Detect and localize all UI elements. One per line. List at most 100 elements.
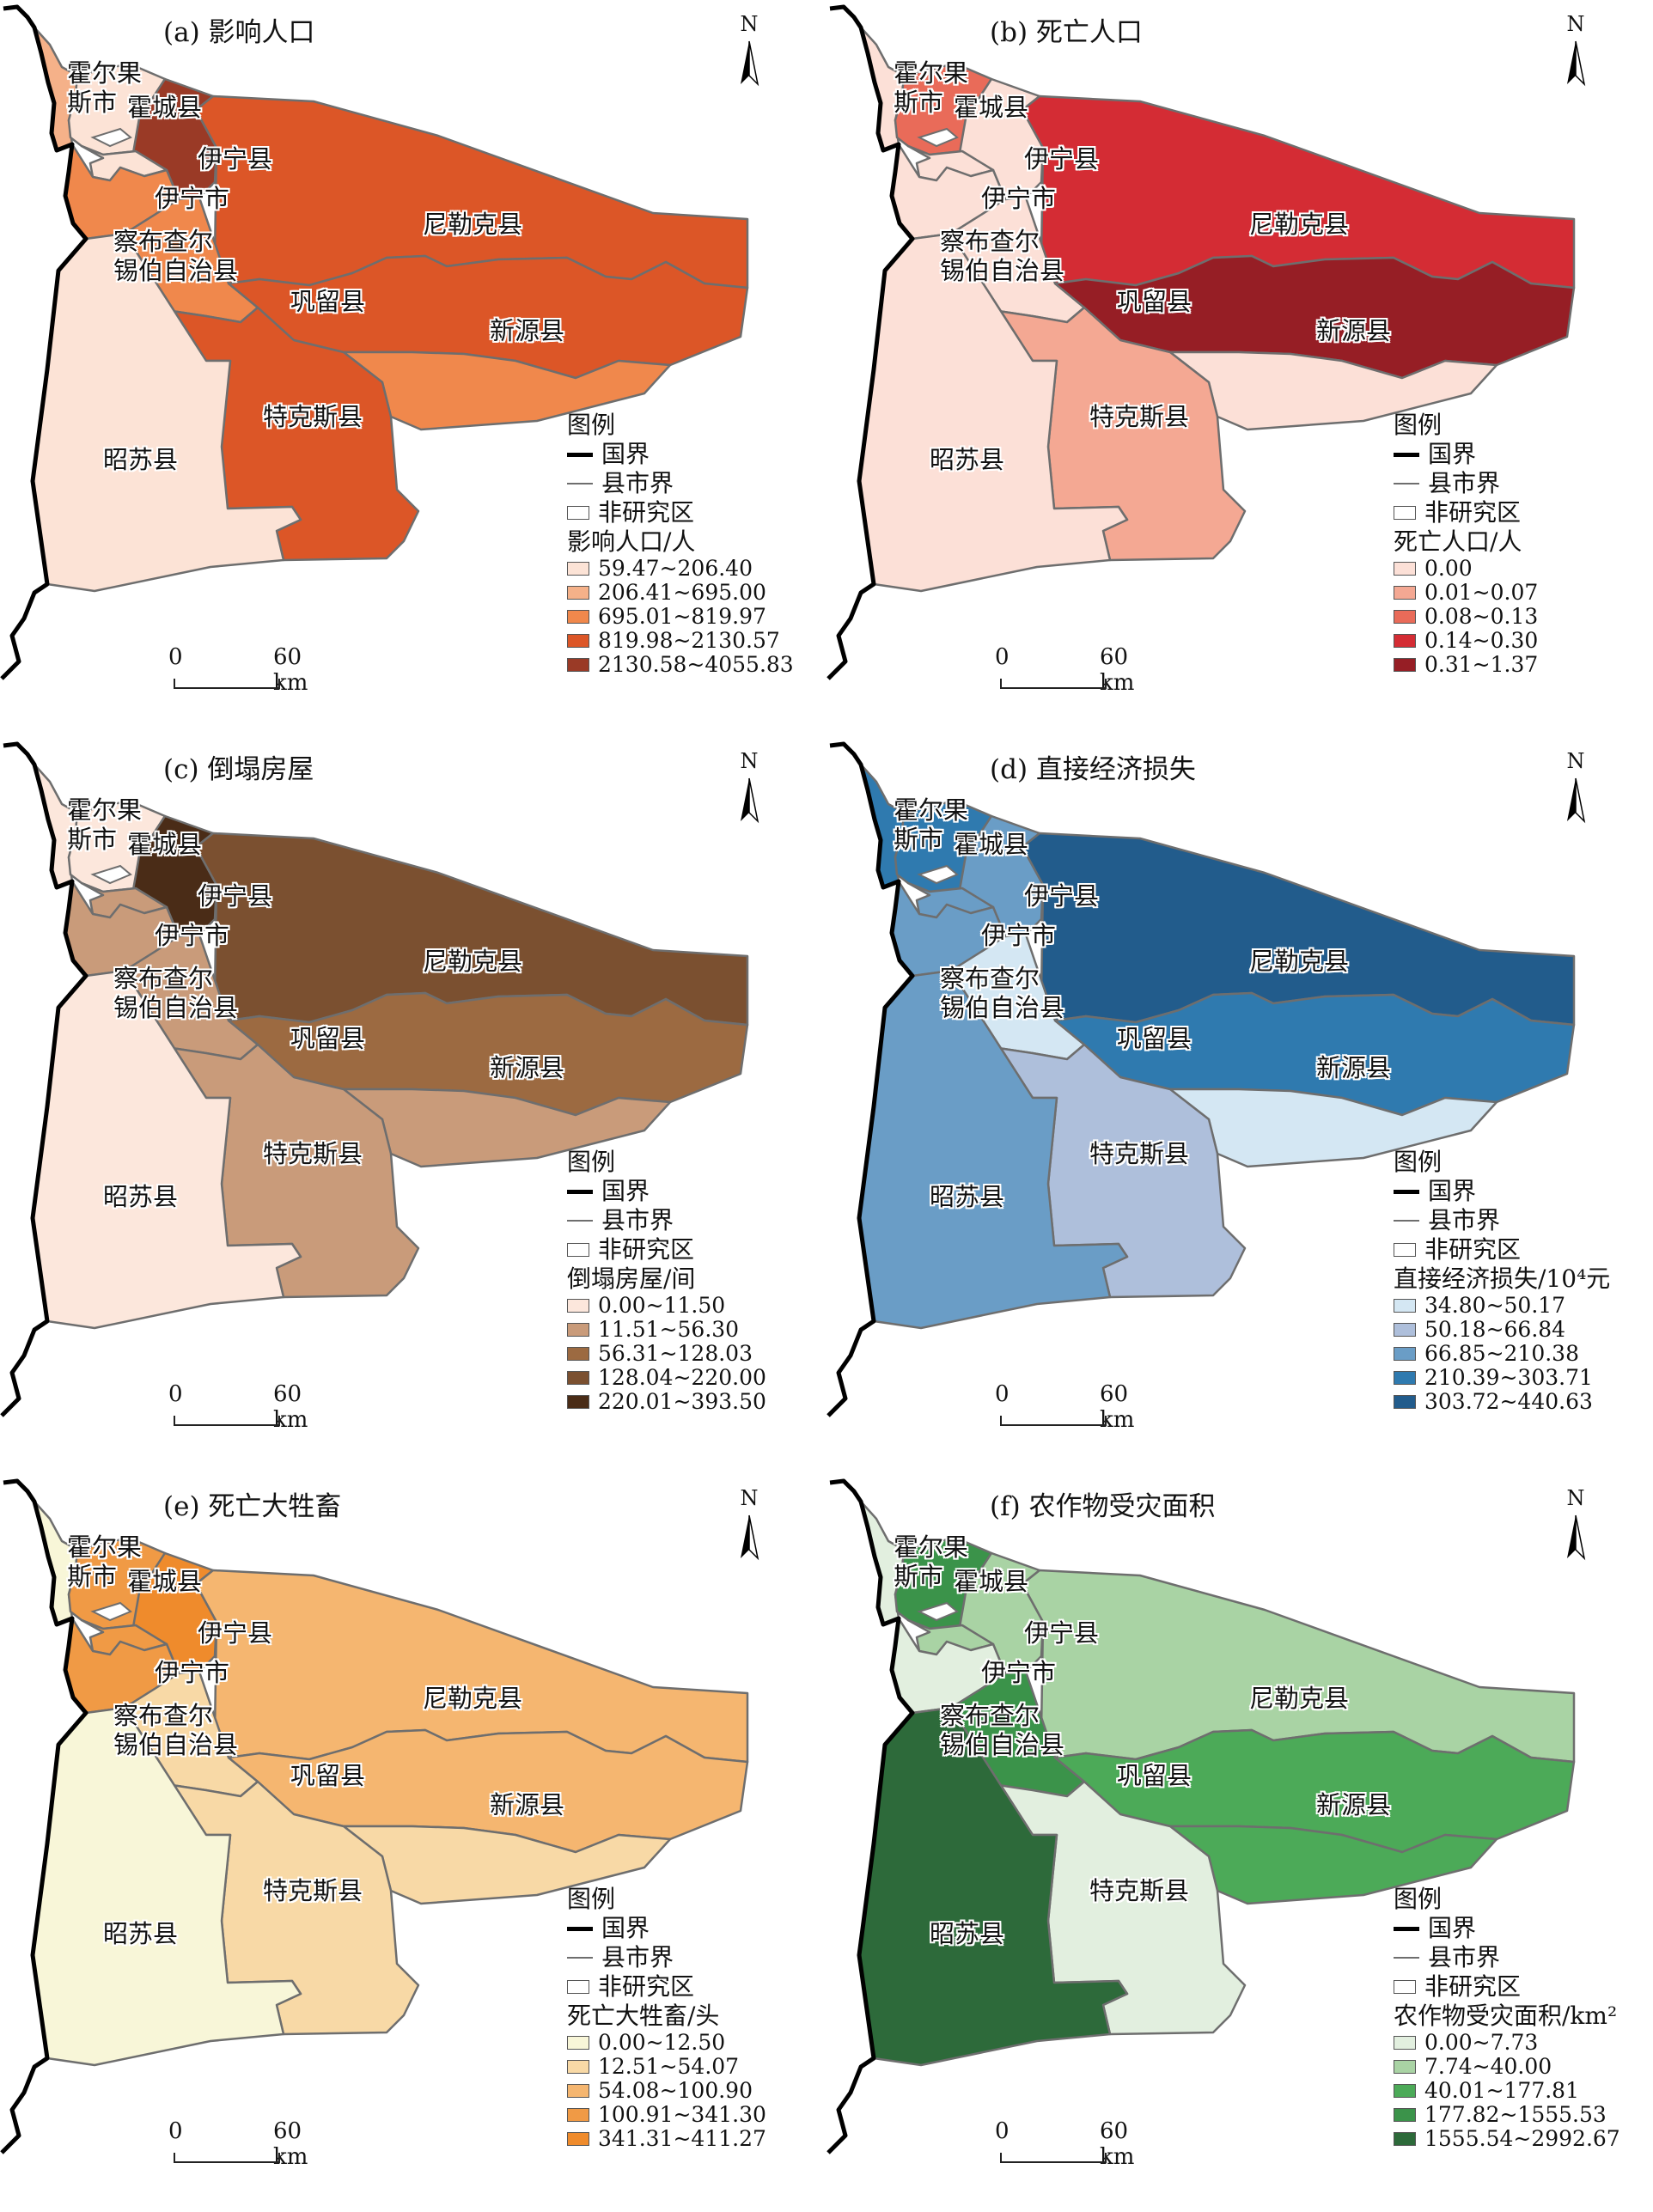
region-label-nilka: 尼勒克县 [423, 947, 523, 976]
region-label-nilka: 尼勒克县 [423, 1684, 523, 1713]
legend-swatch [1394, 2084, 1416, 2098]
panel-title: (c) 倒塌房屋 [163, 754, 314, 785]
non-study-area [917, 127, 959, 148]
region-label-huocheng: 霍城县 [954, 830, 1029, 859]
scale-bar: 0 60 km [168, 2118, 340, 2170]
legend-swatch [567, 1299, 589, 1313]
region-label-qapqal: 察布查尔 [113, 227, 214, 256]
non-study-area [917, 1601, 959, 1622]
legend-bin: 34.80~50.17 [1394, 1293, 1610, 1318]
region-label-yiningshi: 伊宁市 [155, 921, 230, 950]
region-label-zhaosu: 昭苏县 [103, 1182, 179, 1211]
legend-nonstudy: 非研究区 [1394, 498, 1538, 527]
region-label-tekes: 特克斯县 [263, 1876, 363, 1905]
legend-swatch [567, 2108, 589, 2122]
region-label-xinyuan: 新源县 [490, 1790, 565, 1819]
legend-nonstudy: 非研究区 [1394, 1972, 1620, 2002]
region-label-yiningshi: 伊宁市 [155, 1658, 230, 1687]
scale-km: 60 km [1100, 2118, 1135, 2170]
scale-km: 60 km [273, 1381, 308, 1433]
scale-line [1000, 679, 1107, 689]
legend-swatch [567, 634, 589, 648]
region-label-xinyuan: 新源县 [490, 316, 565, 345]
region-label-yiningshi: 伊宁市 [981, 1658, 1057, 1687]
scale-zero: 0 [168, 644, 183, 670]
north-arrow-icon [1575, 777, 1586, 824]
legend-unit: 倒塌房屋/间 [567, 1264, 696, 1293]
scale-line [1000, 1416, 1107, 1426]
region-label-xinyuan: 新源县 [1316, 1053, 1392, 1082]
legend-nonstudy: 非研究区 [1394, 1235, 1610, 1264]
region-label-horgos: 霍尔果 [67, 1533, 143, 1562]
region-label-yiningshi: 伊宁市 [981, 184, 1057, 213]
north-label: N [1566, 1486, 1585, 1510]
legend-border: 国界 [567, 1177, 766, 1206]
region-label-zhaosu: 昭苏县 [103, 445, 179, 474]
choropleth-map [0, 4, 759, 680]
scale-km: 60 km [273, 2118, 308, 2170]
national-border [0, 1478, 88, 2154]
region-nilka [194, 832, 749, 1027]
map-panel: (c) 倒塌房屋 N 霍尔果 斯市 霍城县 伊宁县 伊宁市 尼勒克县 察布查尔 锡伯自治县 巩留县新… [0, 737, 826, 1474]
region-label-yiningshi: 伊宁市 [155, 184, 230, 213]
legend-bin: 0.00~7.73 [1394, 2030, 1620, 2055]
region-label-horgos: 霍尔果 [894, 58, 969, 88]
legend-swatch [567, 1371, 589, 1385]
region-label-horgos: 霍尔果 [894, 795, 969, 825]
legend-bin: 128.04~220.00 [567, 1365, 766, 1390]
choropleth-map [826, 741, 1586, 1417]
choropleth-map [0, 1478, 759, 2154]
region-label-horgos: 霍尔果 [894, 1533, 969, 1562]
legend-swatch [567, 2060, 589, 2074]
legend-bin: 11.51~56.30 [567, 1317, 766, 1342]
legend-bin: 819.98~2130.57 [567, 628, 794, 653]
legend-swatch [567, 610, 589, 624]
region-nilka [1021, 1569, 1576, 1764]
region-nilka [1021, 832, 1576, 1027]
region-label-qapqal: 察布查尔 [940, 227, 1040, 256]
region-label-yiningxian: 伊宁县 [198, 144, 273, 174]
scale-zero: 0 [995, 2118, 1009, 2144]
legend-bin: 177.82~1555.53 [1394, 2102, 1620, 2127]
scale-zero: 0 [168, 2118, 183, 2144]
legend-unit: 死亡人口/人 [1394, 527, 1522, 556]
region-label-horgos: 斯市 [67, 825, 118, 854]
region-label-gongliu: 巩留县 [1117, 287, 1192, 316]
north-label: N [1566, 12, 1585, 36]
legend-swatch [567, 658, 589, 672]
region-label-yiningxian: 伊宁县 [1024, 881, 1100, 911]
scale-zero: 0 [995, 644, 1009, 670]
scale-bar: 0 60 km [168, 644, 340, 696]
legend-title: 图例 [1394, 1885, 1443, 1913]
legend-swatch [567, 2132, 589, 2146]
region-label-qapqal: 锡伯自治县 [113, 993, 239, 1022]
legend-bin: 0.14~0.30 [1394, 628, 1538, 653]
region-label-xinyuan: 新源县 [1316, 1790, 1392, 1819]
scale-bar: 0 60 km [995, 644, 1167, 696]
legend-swatch [1394, 2108, 1416, 2122]
legend-title: 图例 [567, 1885, 616, 1913]
legend-title: 图例 [1394, 1148, 1443, 1176]
legend-bin: 59.47~206.40 [567, 556, 794, 581]
region-label-huocheng: 霍城县 [127, 93, 203, 122]
legend-swatch [1394, 2036, 1416, 2050]
legend-bin: 66.85~210.38 [1394, 1341, 1610, 1366]
region-label-yiningxian: 伊宁县 [1024, 144, 1100, 174]
legend-bin: 100.91~341.30 [567, 2102, 766, 2127]
region-label-horgos: 斯市 [894, 88, 944, 117]
legend-title: 图例 [567, 411, 616, 439]
region-label-qapqal: 察布查尔 [113, 964, 214, 993]
region-label-horgos: 霍尔果 [67, 795, 143, 825]
region-label-yiningshi: 伊宁市 [981, 921, 1057, 950]
legend-border: 国界 [1394, 1177, 1610, 1206]
north-label: N [740, 749, 759, 773]
legend-unit: 农作物受灾面积/km² [1394, 2002, 1618, 2030]
region-label-zhaosu: 昭苏县 [930, 1919, 1005, 1948]
legend-swatch [1394, 586, 1416, 600]
region-label-gongliu: 巩留县 [1117, 1024, 1192, 1053]
region-label-tekes: 特克斯县 [263, 1139, 363, 1168]
legend-swatch [1394, 2060, 1416, 2074]
legend-nonstudy: 非研究区 [567, 498, 794, 527]
legend-bin: 12.51~54.07 [567, 2054, 766, 2079]
national-border [0, 741, 88, 1417]
